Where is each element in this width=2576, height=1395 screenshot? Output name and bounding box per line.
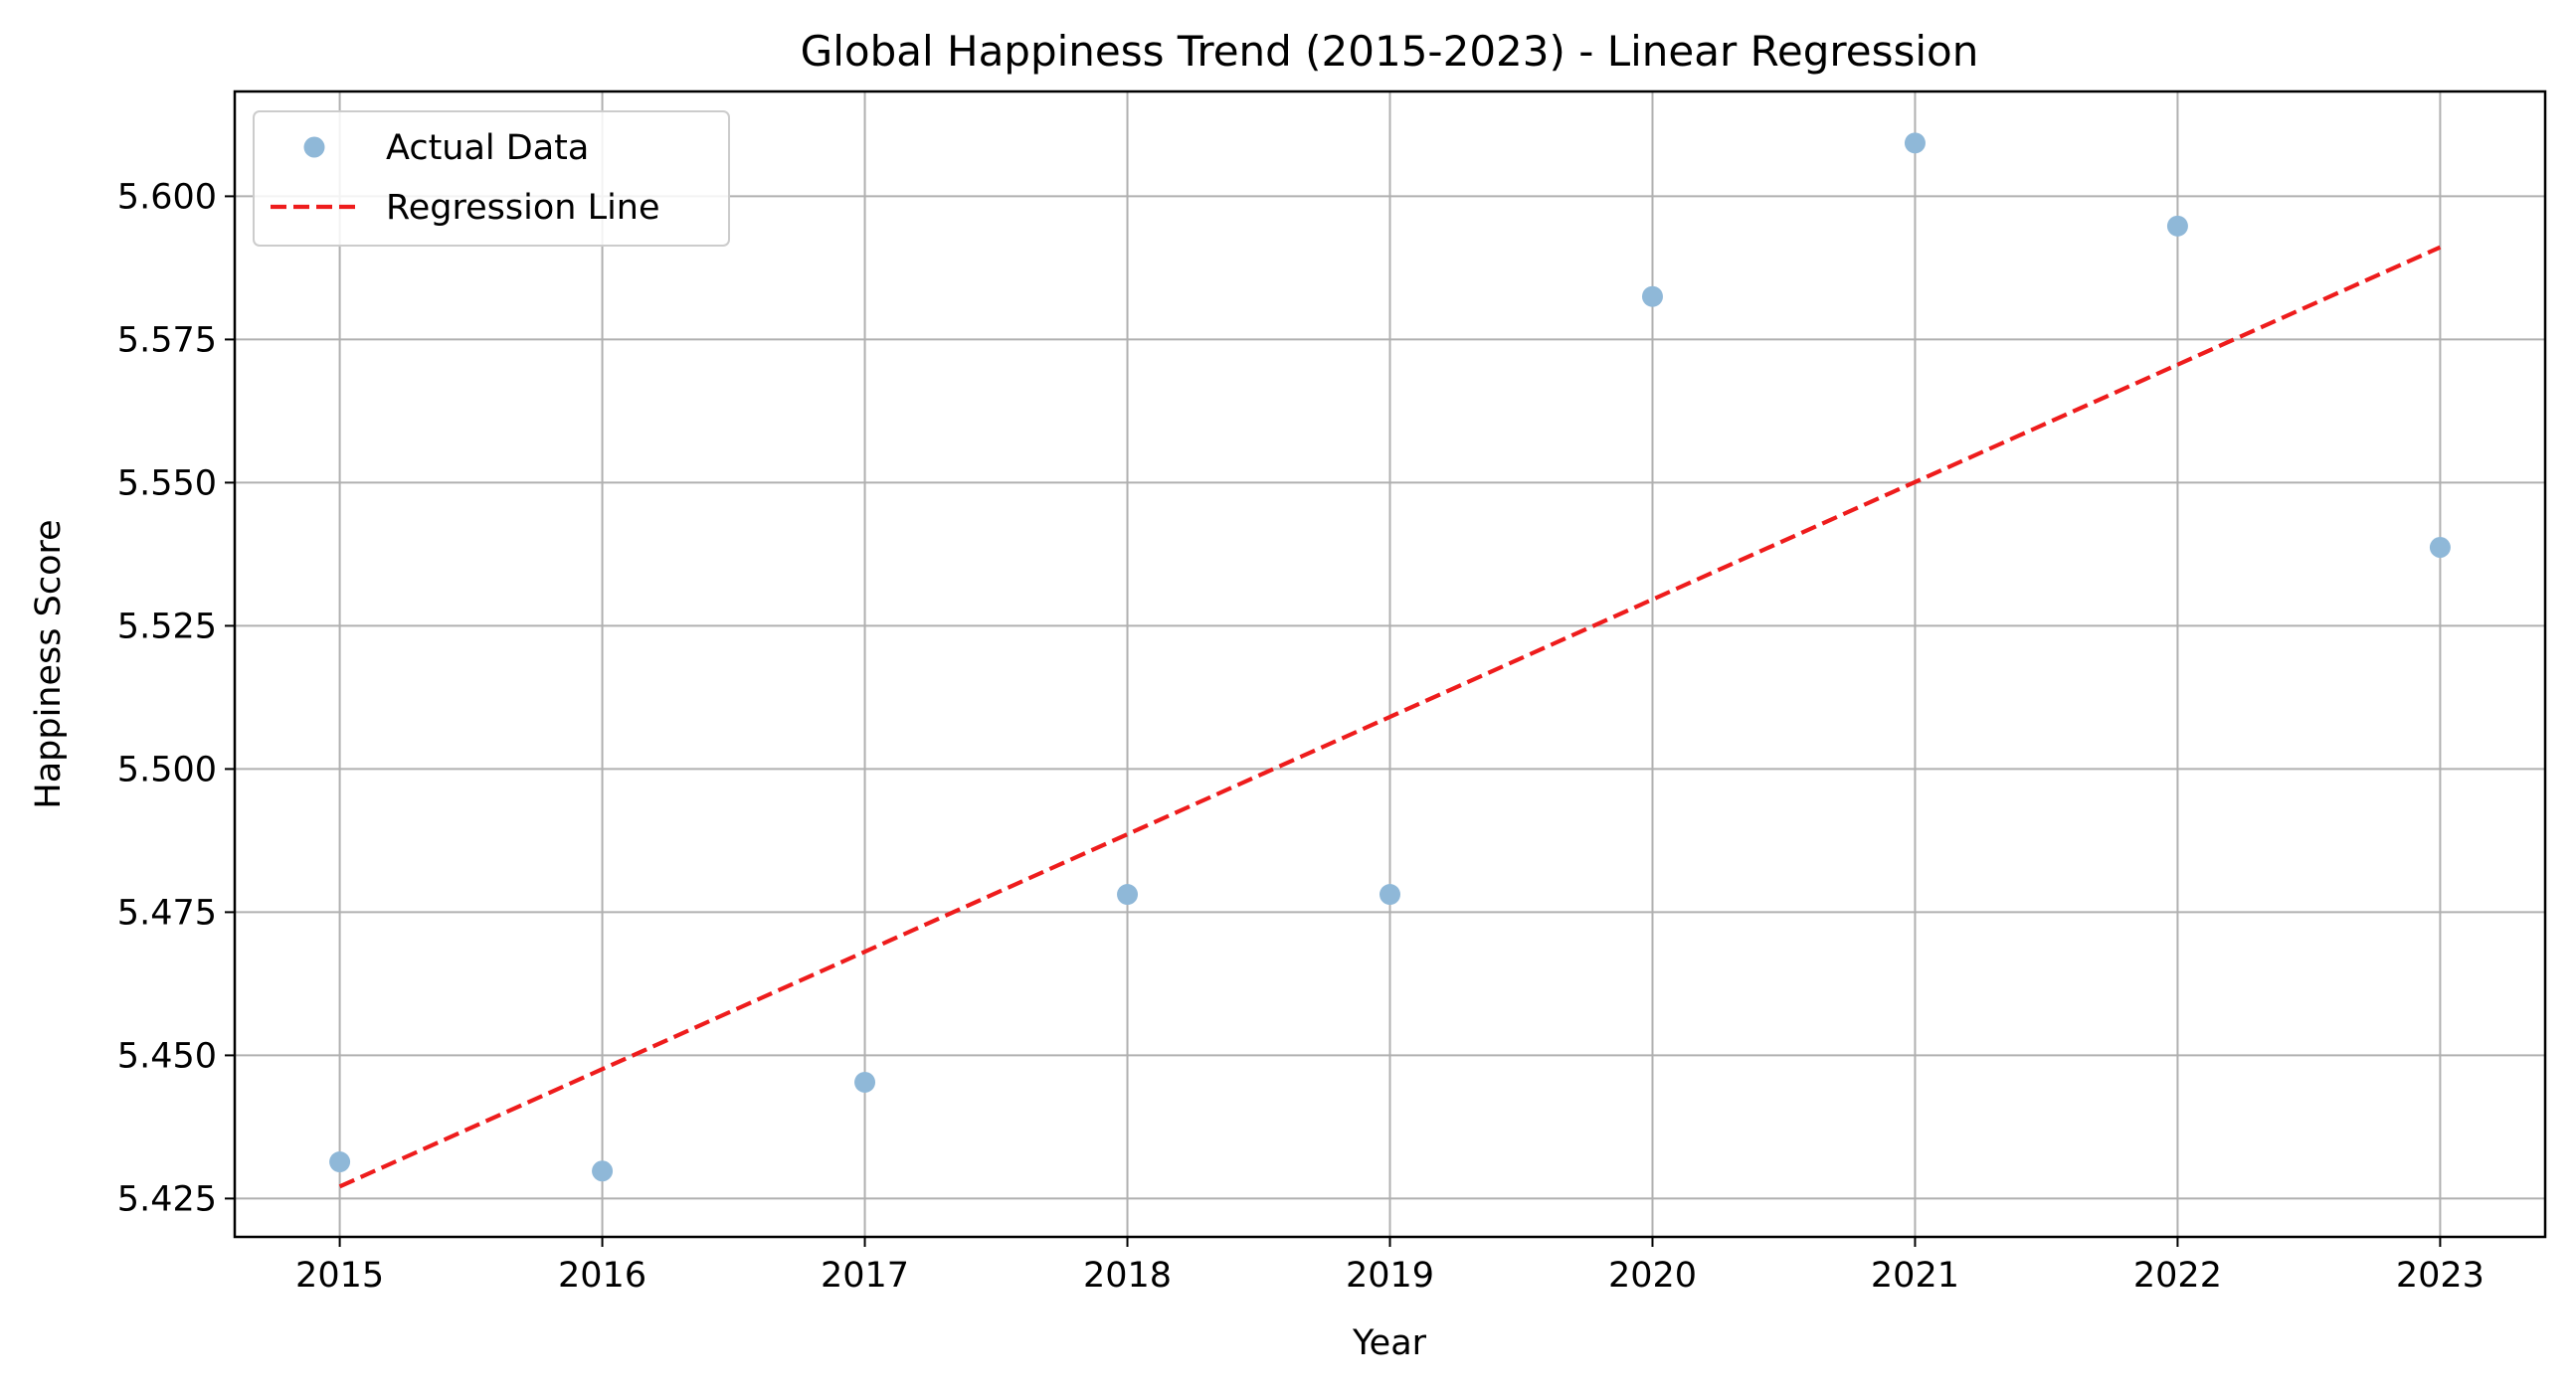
x-tick-label: 2015 bbox=[295, 1256, 384, 1296]
y-tick-label: 5.425 bbox=[117, 1179, 217, 1219]
grid bbox=[235, 91, 2545, 1237]
data-point bbox=[2429, 536, 2451, 558]
x-tick-label: 2022 bbox=[2133, 1256, 2222, 1296]
x-tick-label: 2018 bbox=[1083, 1256, 1172, 1296]
x-axis-title: Year bbox=[1352, 1323, 1427, 1363]
legend-label-regression-line: Regression Line bbox=[386, 188, 660, 228]
y-tick-label: 5.450 bbox=[117, 1036, 217, 1076]
x-tick-label: 2023 bbox=[2396, 1256, 2484, 1296]
data-point bbox=[2166, 215, 2188, 237]
legend-box bbox=[253, 110, 730, 247]
x-tick-label: 2017 bbox=[821, 1256, 909, 1296]
legend-label-actual-data: Actual Data bbox=[386, 128, 589, 168]
x-tick-label: 2021 bbox=[1871, 1256, 1959, 1296]
y-tick-label: 5.500 bbox=[117, 750, 217, 789]
axis-ticks: 2015 2016 2017 2018 2019 2020 2021 2022 2023 5.42… bbox=[117, 177, 2484, 1296]
plot-series bbox=[329, 132, 2451, 1189]
chart-title: Global Happiness Trend (2015-2023) - Lin… bbox=[801, 27, 1979, 76]
legend: Actual Data Regression Line bbox=[253, 110, 730, 247]
x-tick-label: 2016 bbox=[558, 1256, 646, 1296]
data-point bbox=[592, 1160, 614, 1182]
y-tick-label: 5.475 bbox=[117, 893, 217, 933]
y-axis-title: Happiness Score bbox=[29, 519, 69, 808]
legend-marker-actual-data bbox=[303, 136, 325, 158]
y-tick-label: 5.600 bbox=[117, 177, 217, 217]
x-tick-label: 2019 bbox=[1346, 1256, 1434, 1296]
data-point bbox=[854, 1071, 876, 1093]
data-point bbox=[1641, 285, 1663, 307]
data-point bbox=[329, 1151, 351, 1173]
y-tick-label: 5.550 bbox=[117, 463, 217, 503]
data-point bbox=[1904, 132, 1926, 154]
regression-line bbox=[338, 245, 2442, 1189]
data-point bbox=[1380, 884, 1400, 906]
x-tick-label: 2020 bbox=[1608, 1256, 1697, 1296]
y-tick-label: 5.575 bbox=[117, 320, 217, 360]
data-point bbox=[1117, 884, 1139, 906]
y-tick-label: 5.525 bbox=[117, 607, 217, 646]
